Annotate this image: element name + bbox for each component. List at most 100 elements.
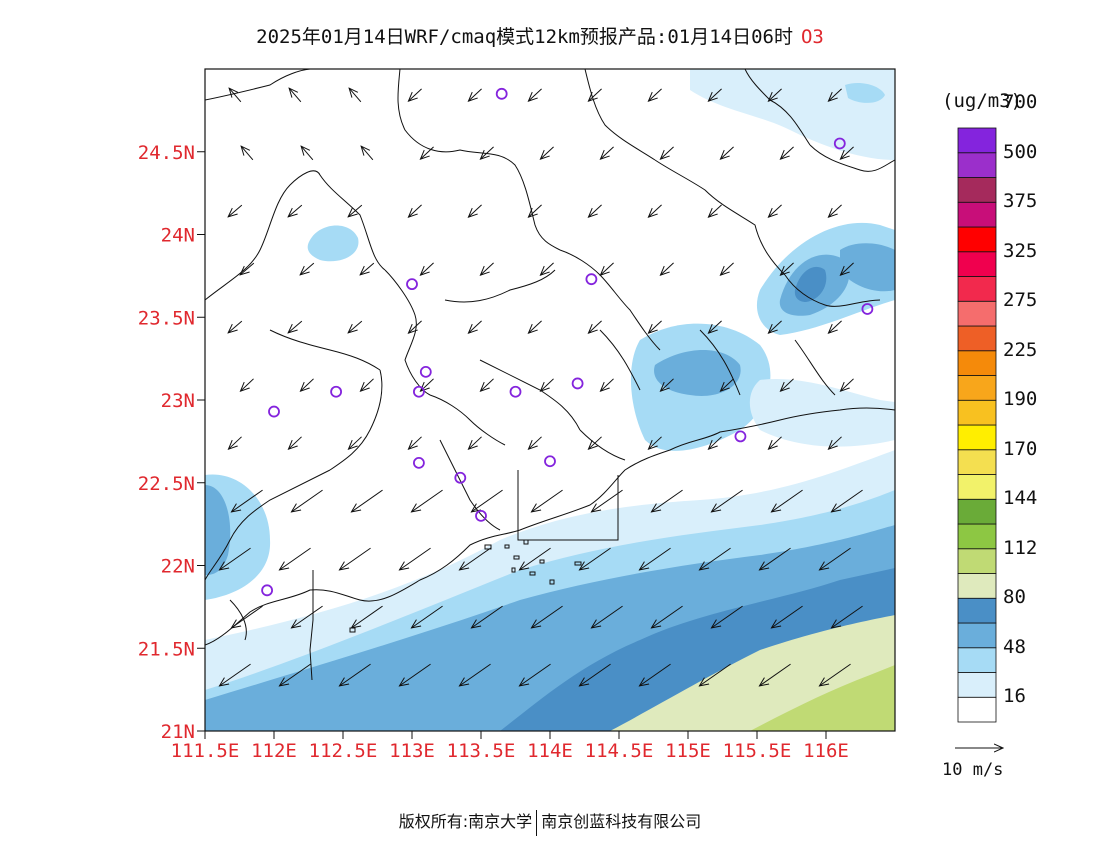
wind-arrow [771,605,803,628]
wind-arrow [768,88,782,101]
colorbar-segment [957,251,997,277]
wind-arrow [708,320,722,333]
wind-arrow [708,436,722,449]
colorbar-segment [957,523,997,550]
wind-arrow [228,436,242,449]
pollutant-label: O3 [800,26,824,48]
wind-arrow [411,605,443,628]
station-marker [495,87,508,100]
colorbar-segment [957,474,997,500]
colorbar-unit: (ug/m3) [942,90,1023,112]
wind-arrow [231,605,263,628]
wind-arrow [408,436,422,449]
colorbar-segment [957,177,997,203]
colorbar-segment [957,325,997,352]
colorbar-label: 500 [1003,140,1038,163]
wind-arrow [780,262,794,275]
wind-arrow [240,262,255,275]
station-marker [509,385,522,398]
wind-arrow [301,146,314,161]
lon-tick-label: 111.5E [171,740,240,762]
wind-arrow [660,146,674,159]
wind-arrow [720,378,734,391]
lon-tick-label: 112.5E [309,740,378,762]
map-title: 2025年01月14日WRF/cmaq模式12km预报产品:01月14日06时 O… [0,22,1080,49]
lat-tick-label: 23N [161,390,195,412]
wind-arrow [711,489,743,512]
wind-arrow [648,436,662,449]
wind-arrow [519,663,551,686]
lat-tick-label: 22N [161,556,195,578]
wind-arrow [420,262,434,275]
title-text: 2025年01月14日WRF/cmaq模式12km预报产品:01月14日06时 [256,26,793,48]
wind-arrow [360,262,375,275]
wind-arrow [759,547,791,570]
wind-arrow [219,547,251,570]
lon-tick-label: 112E [251,740,297,762]
station-marker [544,455,556,468]
wind-arrow [759,663,791,686]
wind-arrow [459,663,491,686]
wind-arrow [591,605,623,628]
wind-arrow [768,320,782,333]
colorbar-label: 190 [1003,388,1038,411]
wind-arrow [660,378,674,391]
wind-arrow [229,88,242,103]
lon-tick-label: 113E [389,740,435,762]
colorbar-segment [957,399,997,426]
o3-concentration-field [205,69,895,731]
colorbar-label: 48 [1003,635,1026,658]
wind-arrow [291,489,323,512]
wind-arrow [411,489,443,512]
colorbar-segment [957,498,997,525]
wind-arrow [291,605,323,628]
colorbar-segment [957,449,997,475]
station-marker [406,278,418,291]
wind-arrow [528,204,542,217]
wind-arrow [828,320,842,333]
wind-arrow [579,547,611,570]
lon-tick-label: 113.5E [447,740,516,762]
lon-tick-label: 114.5E [585,740,654,762]
lat-tick-label: 24N [161,225,195,247]
wind-arrow [588,88,602,101]
colorbar-segment [957,647,997,673]
wind-arrow [699,663,731,686]
wind-arrow [708,88,722,101]
wind-arrow [468,88,482,101]
wind-arrow [651,489,683,512]
wind-arrow [289,88,302,103]
wind-arrow [828,436,842,449]
wind-arrow [279,547,311,570]
wind-arrow [699,547,731,570]
colorbar [957,127,997,723]
wind-arrow [648,88,662,101]
lon-tick-label: 115E [665,740,711,762]
wind-arrow [639,663,671,686]
wind-arrow [471,605,503,628]
wind-arrow [360,378,374,391]
wind-arrow [408,320,422,333]
map-plot-area [205,69,895,731]
lat-tick-label: 21N [161,721,195,743]
wind-arrow [420,146,434,159]
wind-arrow [768,204,782,217]
wind-arrow [348,436,362,449]
wind-arrow [780,378,794,391]
colorbar-segment [957,622,997,649]
wind-arrow [228,204,243,217]
wind-arrow [840,262,854,275]
wind-arrow [768,436,782,449]
station-marker [861,303,874,315]
wind-arrow [459,547,491,570]
wind-arrow [408,204,422,217]
colorbar-label: 170 [1003,437,1038,460]
wind-arrow [480,378,494,391]
wind-vectors [219,88,863,686]
colorbar-label: 80 [1003,586,1026,609]
wind-arrow [241,146,254,161]
wind-arrow [468,436,482,449]
station-marker [268,405,280,418]
colorbar-segment [957,127,997,154]
